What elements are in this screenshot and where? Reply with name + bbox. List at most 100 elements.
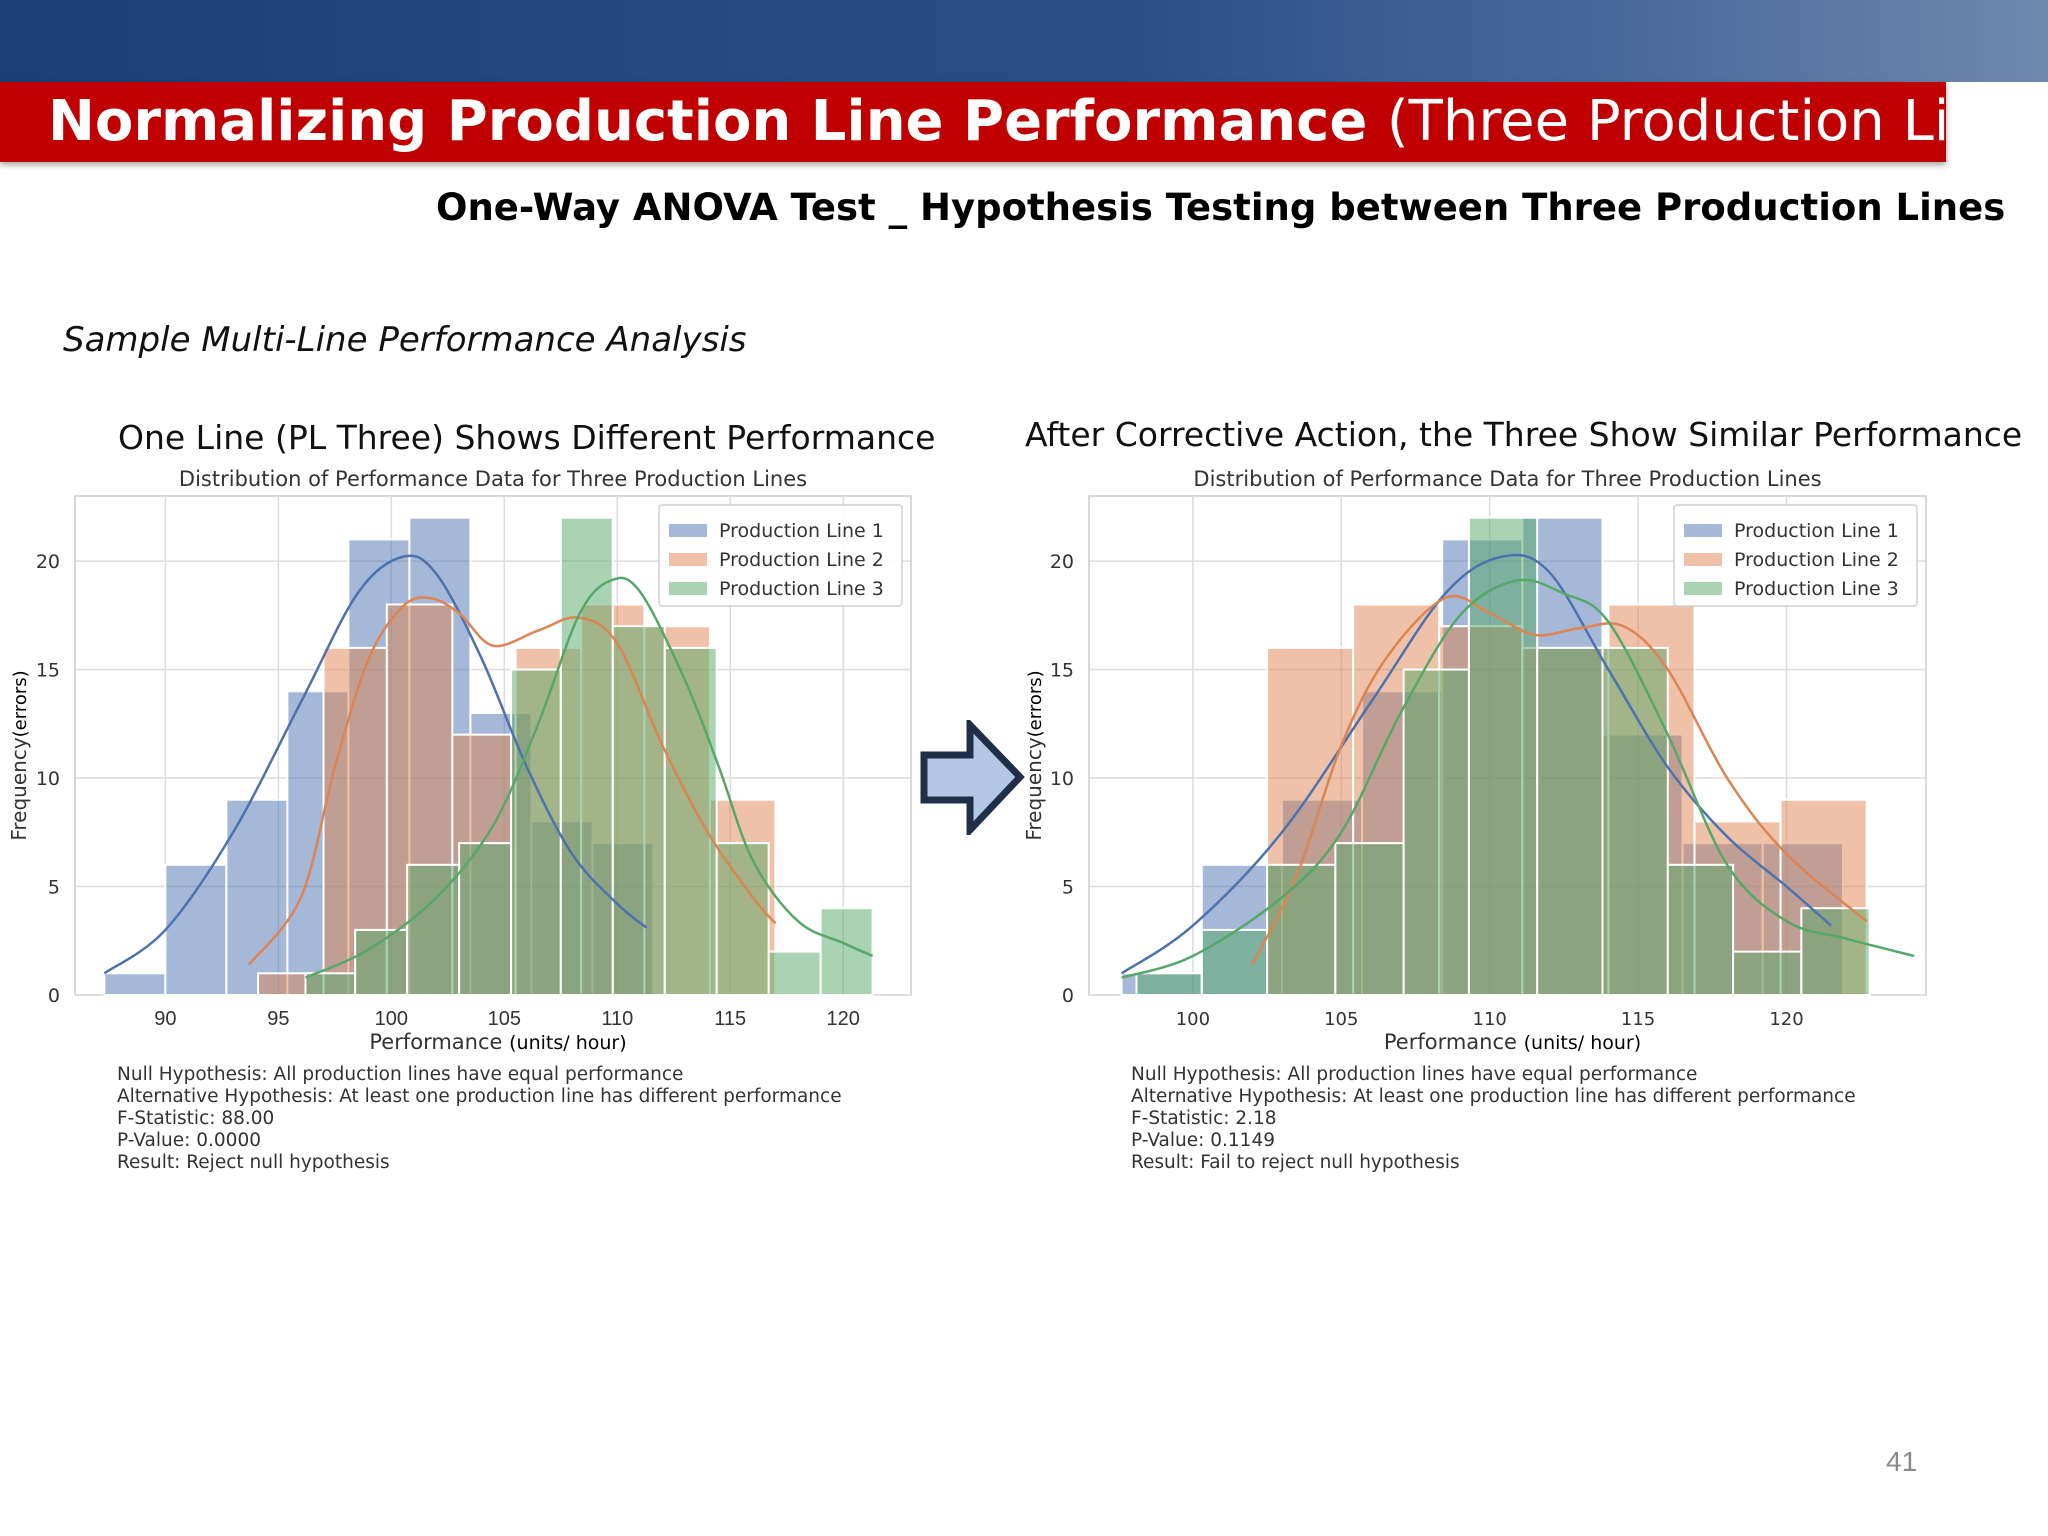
x-tick-label: 115 xyxy=(1621,1009,1655,1030)
chart-legend: Production Line 1 Production Line 2 Produc… xyxy=(1673,504,1918,607)
kde-line xyxy=(103,554,648,975)
chart-title: Distribution of Performance Data for Thr… xyxy=(1193,467,1821,491)
histogram-bar xyxy=(1800,907,1871,996)
x-tick-label: 95 xyxy=(267,1008,289,1030)
legend-swatch xyxy=(1684,582,1722,595)
x-tick-label: 105 xyxy=(488,1008,521,1030)
p-value-text: P-Value: 0.0000 xyxy=(117,1130,261,1151)
x-axis-label: Performance (units/ hour) xyxy=(369,1030,626,1054)
chart-heading-before: One Line (PL Three) Shows Different Perf… xyxy=(118,418,936,457)
histogram-bar xyxy=(406,863,461,996)
histogram-bar xyxy=(510,668,562,996)
x-tick-label: 90 xyxy=(154,1008,176,1030)
histogram-bar xyxy=(164,863,228,996)
y-axis-label-text: Frequency xyxy=(7,737,31,840)
alternative-hypothesis-text: Alternative Hypothesis: At least one pro… xyxy=(117,1086,842,1107)
y-tick-label: 0 xyxy=(1062,985,1074,1007)
histogram-bar xyxy=(304,972,357,997)
x-axis-unit: (units/ hour) xyxy=(509,1032,627,1054)
result-text: Result: Reject null hypothesis xyxy=(117,1152,390,1173)
histogram-bar xyxy=(611,625,666,996)
y-axis-label-text: Frequency xyxy=(1022,737,1046,840)
histogram-bar xyxy=(663,646,718,996)
histogram-bar xyxy=(1266,863,1337,996)
legend-label: Production Line 1 xyxy=(719,520,884,542)
result-text: Result: Fail to reject null hypothesis xyxy=(1131,1152,1460,1173)
slide-title-bold: Normalizing Production Line Performance xyxy=(48,89,1368,154)
kde-line xyxy=(1121,578,1915,979)
kde-line xyxy=(247,596,777,966)
legend-label: Production Line 2 xyxy=(719,549,884,571)
y-axis-label: Frequency(errors) xyxy=(1022,670,1046,840)
x-axis-label-text: Performance xyxy=(1384,1030,1524,1054)
histogram-bar xyxy=(354,928,409,997)
chart-title: Distribution of Performance Data for Thr… xyxy=(179,467,807,491)
legend-swatch xyxy=(1684,553,1722,566)
histogram-after-panel: Distribution of Performance Data for Thr… xyxy=(1015,462,2015,1182)
y-axis-label: Frequency(errors) xyxy=(7,670,31,840)
kde-line xyxy=(1120,553,1832,975)
histogram-bar xyxy=(1402,668,1470,996)
x-axis-label-text: Performance xyxy=(369,1030,509,1054)
histogram-bar xyxy=(767,950,822,997)
legend-swatch xyxy=(669,553,707,566)
legend-label: Production Line 2 xyxy=(1734,549,1899,571)
histogram-before: Distribution of Performance Data for Thr… xyxy=(7,467,912,1054)
y-tick-label: 0 xyxy=(48,985,60,1007)
kde-line xyxy=(1251,594,1868,966)
histogram-after: Distribution of Performance Data for Thr… xyxy=(1022,467,1927,1054)
histogram-bar xyxy=(715,842,770,996)
legend-swatch xyxy=(669,582,707,595)
histogram-bar xyxy=(1732,950,1803,997)
y-tick-label: 15 xyxy=(36,660,60,682)
y-tick-label: 5 xyxy=(48,877,60,899)
histogram-bar xyxy=(819,907,874,996)
title-bar: Normalizing Production Line Performance … xyxy=(0,82,2048,162)
x-tick-label: 115 xyxy=(714,1008,746,1030)
histogram-before-panel: Distribution of Performance Data for Thr… xyxy=(0,462,1000,1182)
legend-label: Production Line 3 xyxy=(719,578,884,600)
slide-title-rest: (Three Production Lines) xyxy=(1386,89,2048,154)
x-tick-label: 105 xyxy=(1324,1009,1358,1030)
header-band xyxy=(0,0,2048,82)
histogram-bar xyxy=(1334,842,1405,996)
y-axis-unit: (errors) xyxy=(1025,670,1046,737)
legend-label: Production Line 3 xyxy=(1734,578,1899,600)
x-tick-label: 110 xyxy=(1473,1009,1507,1030)
y-tick-label: 15 xyxy=(1050,660,1074,682)
y-tick-label: 20 xyxy=(36,551,60,573)
section-label: Sample Multi-Line Performance Analysis xyxy=(63,320,747,360)
y-axis-unit: (errors) xyxy=(10,670,31,737)
histogram-bar xyxy=(559,516,614,997)
histogram-bar xyxy=(1666,863,1735,996)
y-tick-label: 10 xyxy=(1050,768,1074,790)
x-axis-unit: (units/ hour) xyxy=(1524,1032,1642,1054)
x-tick-label: 110 xyxy=(601,1008,633,1030)
legend-swatch xyxy=(1684,524,1722,537)
null-hypothesis-text: Null Hypothesis: All production lines ha… xyxy=(117,1064,684,1085)
legend-box xyxy=(1673,504,1918,607)
histogram-bar xyxy=(225,798,289,996)
null-hypothesis-text: Null Hypothesis: All production lines ha… xyxy=(1131,1064,1698,1085)
page-number: 41 xyxy=(1886,1446,1918,1477)
histogram-bar xyxy=(1200,928,1269,997)
x-tick-label: 120 xyxy=(1769,1009,1803,1030)
chart-heading-after: After Corrective Action, the Three Show … xyxy=(1025,415,2023,454)
legend-label: Production Line 1 xyxy=(1734,520,1899,542)
x-tick-label: 120 xyxy=(827,1008,860,1030)
x-tick-label: 100 xyxy=(375,1008,408,1030)
x-tick-label: 100 xyxy=(1176,1009,1210,1030)
f-statistic-text: F-Statistic: 88.00 xyxy=(117,1108,275,1129)
anova-results-before: Null Hypothesis: All production lines ha… xyxy=(117,1064,842,1174)
right-arrow-icon xyxy=(920,720,1025,835)
chart-legend: Production Line 1 Production Line 2 Produc… xyxy=(658,504,903,607)
f-statistic-text: F-Statistic: 2.18 xyxy=(1131,1108,1277,1129)
histogram-bar xyxy=(458,842,513,996)
slide-subtitle: One-Way ANOVA Test _ Hypothesis Testing … xyxy=(436,186,2006,229)
histogram-bar xyxy=(103,972,167,997)
legend-swatch xyxy=(669,524,707,537)
histogram-bar xyxy=(1135,972,1203,997)
histogram-bar xyxy=(1536,646,1604,996)
p-value-text: P-Value: 0.1149 xyxy=(1131,1130,1275,1151)
slide-title: Normalizing Production Line Performance … xyxy=(48,90,2048,154)
